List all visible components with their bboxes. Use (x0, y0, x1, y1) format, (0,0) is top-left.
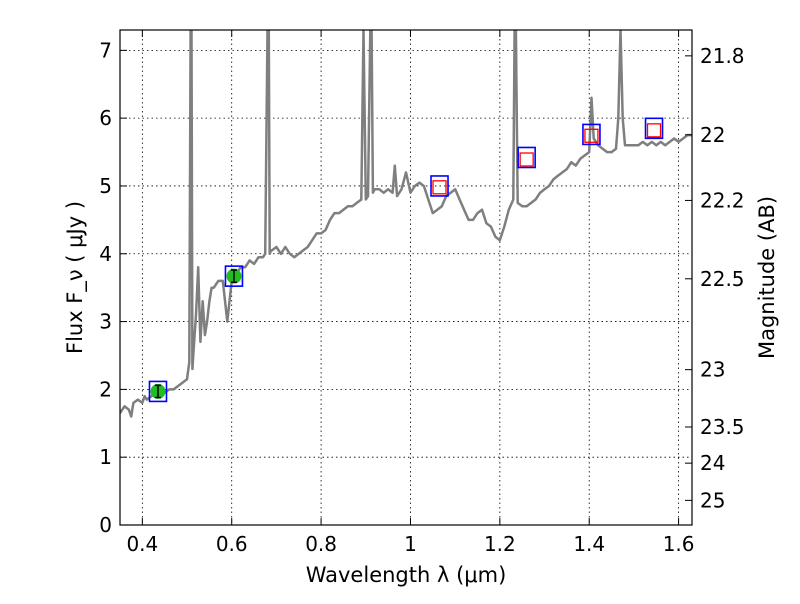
x-tick-label: 1.6 (663, 532, 695, 556)
y-tick-label: 6 (99, 106, 112, 130)
model-square-marker (430, 175, 449, 197)
y-tick-label: 1 (99, 445, 112, 469)
y2-tick-label: 24 (700, 451, 725, 475)
model-square-marker (517, 146, 536, 169)
x-tick-label: 0.8 (305, 532, 337, 556)
y-tick-label: 3 (99, 310, 112, 334)
y2-tick-label: 22.5 (700, 267, 745, 291)
y2-tick-label: 22.2 (700, 188, 745, 212)
model-square-marker (148, 380, 168, 403)
x-tick-label: 0.6 (216, 532, 248, 556)
y2-tick-label: 25 (700, 488, 725, 512)
y-tick-label: 5 (99, 174, 112, 198)
y-tick-label: 2 (99, 377, 112, 401)
y-tick-label: 4 (99, 242, 112, 266)
y-tick-label: 7 (99, 38, 112, 62)
y-tick-label: 0 (99, 513, 112, 537)
y2-tick-label: 23.5 (700, 415, 745, 439)
model-square-marker (644, 117, 664, 140)
spectrum-layer (120, 30, 692, 418)
x-tick-label: 1.4 (573, 532, 605, 556)
plot-frame (119, 29, 693, 526)
upper-limit-square-marker (584, 128, 599, 143)
upper-limit-square-marker (432, 180, 447, 195)
spectrum-line (120, 30, 692, 418)
marker-layer (148, 117, 664, 403)
y2-tick-label: 21.8 (700, 44, 745, 68)
upper-limit-square-marker (646, 123, 662, 138)
y2-tick-label: 23 (700, 358, 725, 382)
y2-axis-label: Magnitude (AB) (755, 196, 779, 359)
upper-limit-square-marker (519, 152, 534, 167)
x-tick-label: 0.4 (126, 532, 158, 556)
x-tick-label: 1 (404, 532, 417, 556)
model-square-marker (582, 123, 601, 146)
y-axis-label: Flux F_ν ( μJy ) (63, 201, 88, 354)
x-tick-label: 1.2 (484, 532, 516, 556)
grid-layer (120, 30, 692, 526)
y2-tick-label: 22 (700, 123, 725, 147)
x-axis-label: Wavelength λ (μm) (306, 563, 507, 587)
model-square-marker (224, 265, 244, 287)
